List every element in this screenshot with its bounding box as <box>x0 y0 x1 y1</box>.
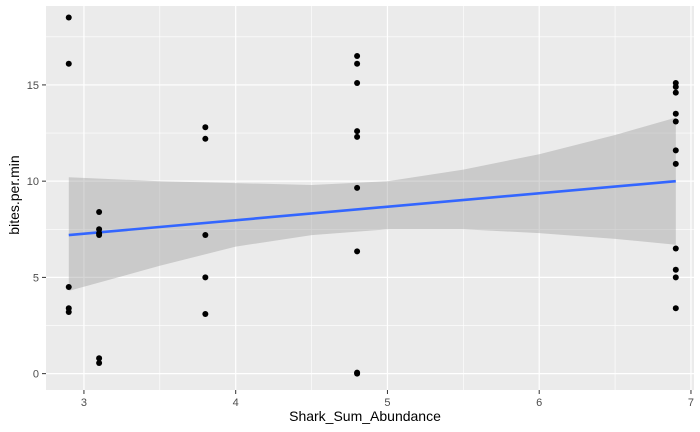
minor-gridlines <box>46 6 694 390</box>
data-point <box>65 14 72 21</box>
data-point <box>202 274 209 281</box>
data-point <box>354 184 361 191</box>
y-axis-title: bites.per.min <box>6 155 22 234</box>
data-point <box>96 355 103 362</box>
y-tick-label: 10 <box>27 176 39 188</box>
data-point <box>354 370 361 377</box>
y-tick-label: 0 <box>33 369 39 381</box>
data-point <box>672 89 679 96</box>
data-point <box>672 305 679 312</box>
data-point <box>672 147 679 154</box>
data-point <box>202 310 209 317</box>
data-point <box>672 160 679 167</box>
data-point <box>354 133 361 140</box>
data-point <box>202 232 209 239</box>
x-axis-ticks: 3 4 5 6 7 <box>81 390 694 409</box>
y-tick-label: 15 <box>27 80 39 92</box>
x-tick-label: 4 <box>233 397 239 409</box>
fit-line <box>68 179 676 237</box>
data-point <box>96 232 103 239</box>
major-gridlines <box>46 6 694 390</box>
data-point <box>672 245 679 252</box>
data-point <box>65 284 72 291</box>
data-point <box>96 208 103 215</box>
confidence-band-layer <box>68 117 676 291</box>
data-point <box>672 266 679 273</box>
fit-line-layer <box>68 179 676 237</box>
data-point <box>202 124 209 131</box>
data-point <box>672 110 679 117</box>
confidence-band <box>68 117 676 291</box>
data-point <box>354 79 361 86</box>
x-axis-title: Shark_Sum_Abundance <box>289 408 441 424</box>
data-point <box>202 135 209 142</box>
data-point <box>672 274 679 281</box>
data-point <box>354 53 361 60</box>
data-point <box>354 128 361 135</box>
x-tick-label: 5 <box>384 397 390 409</box>
data-point <box>672 118 679 125</box>
data-point <box>65 309 72 316</box>
x-tick-label: 7 <box>688 397 694 409</box>
x-tick-label: 3 <box>81 397 87 409</box>
data-point <box>672 83 679 90</box>
y-axis-ticks: 0 5 10 15 <box>27 80 46 381</box>
x-tick-label: 6 <box>536 397 542 409</box>
data-point <box>354 60 361 67</box>
data-point <box>354 248 361 255</box>
data-point <box>65 60 72 67</box>
data-point <box>96 360 103 367</box>
points-layer <box>65 14 679 377</box>
y-tick-label: 5 <box>33 272 39 284</box>
plot-panel <box>46 6 694 390</box>
